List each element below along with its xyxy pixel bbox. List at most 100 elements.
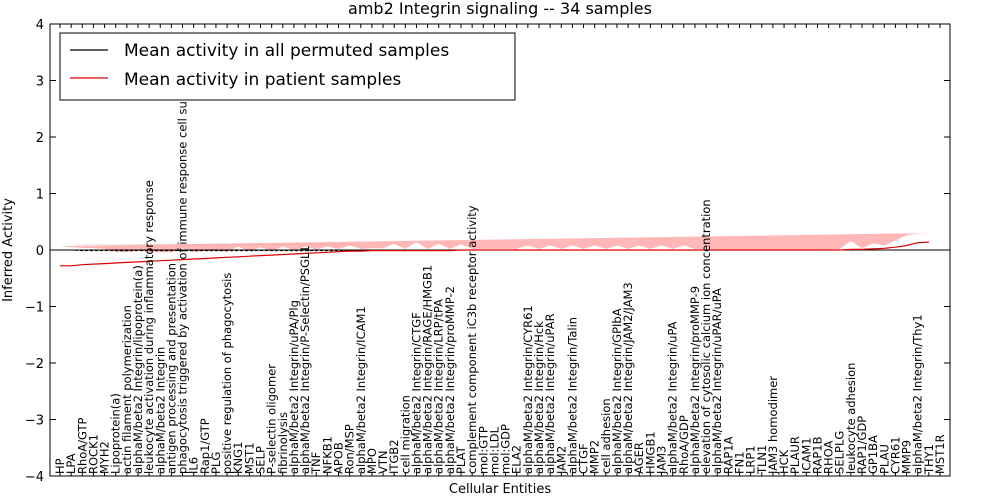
entity-label: alphaM/beta2 Integrin/LRP/tPA [432, 299, 446, 474]
entity-label: alphaM/beta2 Integrin/GPIbA [610, 308, 624, 474]
entity-label: TLN1 [755, 445, 769, 475]
x-ticks [59, 24, 941, 476]
y-tick-label: 4 [36, 18, 44, 33]
entity-label: RAP1B [811, 436, 825, 474]
entity-label: NFKB1 [320, 436, 334, 474]
entity-label: ELA2 [510, 445, 524, 474]
y-tick-label: 3 [36, 75, 44, 90]
entity-label: complement component iC3b receptor activ… [465, 205, 479, 474]
entity-label: elevation of cytosolic calcium ion conce… [699, 199, 713, 474]
y-ticks: 4 3 2 1 0 −1 −2 −3 −4 [25, 18, 950, 485]
entity-label: alphaM/beta2 Integrin/CTGF [410, 312, 424, 474]
entity-label: alphaM/beta2 Integrin/lipoprotein(a) [131, 265, 145, 474]
entity-label: leukocyte adhesion [844, 363, 858, 474]
entity-label: RhoA/GDP [677, 415, 691, 474]
entity-label: CTGF [577, 443, 591, 474]
chart-title: amb2 Integrin signaling -- 34 samples [348, 0, 652, 18]
entity-label: mol:GTP [476, 426, 490, 474]
entity-label: HMGB1 [643, 431, 657, 474]
entity-label: PLG [209, 452, 223, 474]
entity-label: JAM3 [655, 446, 669, 475]
entity-label: mol:LDL [487, 426, 501, 474]
entity-label: RAP1A [721, 436, 735, 474]
entity-label: alphaM/beta2 Integrin/Hck [532, 321, 546, 474]
entity-label: alphaM/beta2 Integrin/proMMP-2 [443, 286, 457, 474]
entity-label: MST1 [242, 442, 256, 474]
legend-permuted-label: Mean activity in all permuted samples [124, 41, 449, 61]
entity-label: THY1 [922, 444, 936, 475]
entity-label: PLAUR [788, 436, 802, 474]
y-tick-label: −3 [25, 414, 44, 429]
entity-label: alphaM/beta2 Integrin/P-Selectin/PSGL1 [298, 245, 312, 474]
patient-std-band [60, 233, 929, 253]
entity-label: TNF [309, 452, 323, 475]
entity-label: HP [53, 458, 67, 474]
entity-label: actin filament polymerization [120, 305, 134, 474]
entity-label: IL6 [187, 457, 201, 474]
entity-label: AGER [632, 442, 646, 474]
confidence-bands [60, 233, 929, 253]
y-tick-label: −2 [25, 357, 44, 372]
entity-label: LRP1 [744, 445, 758, 474]
entity-label: mol:GDP [499, 424, 513, 474]
y-tick-label: −4 [25, 470, 44, 485]
plot-frame [49, 23, 951, 477]
entity-label: leukocyte activation during inflammatory… [142, 180, 156, 474]
entity-label: SELPLG [833, 431, 847, 474]
entity-label: RhoA/GTP [75, 417, 89, 474]
entity-label: phagocytosis triggered by activation of … [176, 72, 190, 474]
entity-label: LPA [64, 453, 78, 474]
y-tick-label: 2 [36, 131, 44, 146]
entity-label: alphaM/beta2 Integrin/proMMP-9 [688, 286, 702, 474]
entity-label: alphaM/beta2 Integrin/uPA/Plg [287, 300, 301, 474]
entity-label: FN1 [733, 451, 747, 474]
entity-label: fibrinolysis [276, 412, 290, 474]
x-axis-label: Cellular Entities [449, 482, 551, 497]
entity-label: MMP2 [588, 440, 602, 474]
entity-label: alphaM/beta2 Integrin [153, 347, 167, 474]
entity-label: APOB [332, 442, 346, 474]
entity-label: ROCK1 [86, 434, 100, 474]
entity-label: alphaM/beta2 Integrin/Thy1 [911, 314, 925, 474]
entity-label: antigen processing and presentation [164, 263, 178, 474]
y-tick-label: 0 [36, 244, 44, 259]
legend-patient-label: Mean activity in patient samples [124, 70, 401, 90]
y-tick-label: −1 [25, 301, 44, 316]
entity-label: Lipoprotein(a) [109, 393, 123, 474]
entity-label: alphaM/beta2 Integrin/uPAR/uPA [710, 288, 724, 474]
entity-label: JAM3 homodimer [766, 376, 780, 475]
entity-label: SELP [254, 446, 268, 474]
entity-label: alphaM/beta2 Integrin/JAM2/JAM3 [621, 282, 635, 474]
entity-label: JAM2 [554, 446, 568, 475]
entity-labels: HPLPARhoA/GTPROCK1MYH2Lipoprotein(a)acti… [53, 72, 947, 475]
entity-label: alphaM/beta2 Integrin/uPAR [543, 313, 557, 474]
entity-label: alphaM/beta2 Integrin/ICAM1 [354, 306, 368, 474]
entity-label: GP1BA [866, 435, 880, 474]
y-tick-label: 1 [36, 188, 44, 203]
entity-label: HCK [777, 449, 791, 474]
entity-label: alphaM/beta2 Integrin/CYR61 [521, 305, 535, 474]
entity-label: ITGB2 [387, 439, 401, 474]
entity-label: Ron/MSP [343, 424, 357, 474]
legend: Mean activity in all permuted samples Me… [59, 32, 516, 101]
entity-label: KNG1 [231, 442, 245, 474]
legend-box [59, 32, 516, 101]
entity-label: PLAT [454, 445, 468, 474]
entity-label: CYR61 [888, 436, 902, 473]
entity-label: VTN [376, 450, 390, 474]
entity-label: alphaM/beta2 Integrin/RAGE/HMGB1 [421, 265, 435, 474]
entity-label: Rap1/GTP [198, 418, 212, 474]
y-axis-label: Inferred Activity [1, 198, 16, 302]
entity-label: alphaM/beta2 Integrin/Talin [565, 317, 579, 474]
entity-label: MST1R [933, 434, 947, 474]
entity-label: cell migration [398, 395, 412, 474]
entity-label: P-selectin oligomer [265, 364, 279, 474]
entity-label: MYH2 [98, 441, 112, 474]
entity-label: PLAU [877, 444, 891, 474]
series-lines [50, 241, 950, 267]
entity-label: cell adhesion [599, 398, 613, 474]
entity-label: positive regulation of phagocytosis [220, 273, 234, 474]
entity-label: ICAM1 [799, 437, 813, 474]
entity-label: RAP1/GDP [855, 416, 869, 474]
